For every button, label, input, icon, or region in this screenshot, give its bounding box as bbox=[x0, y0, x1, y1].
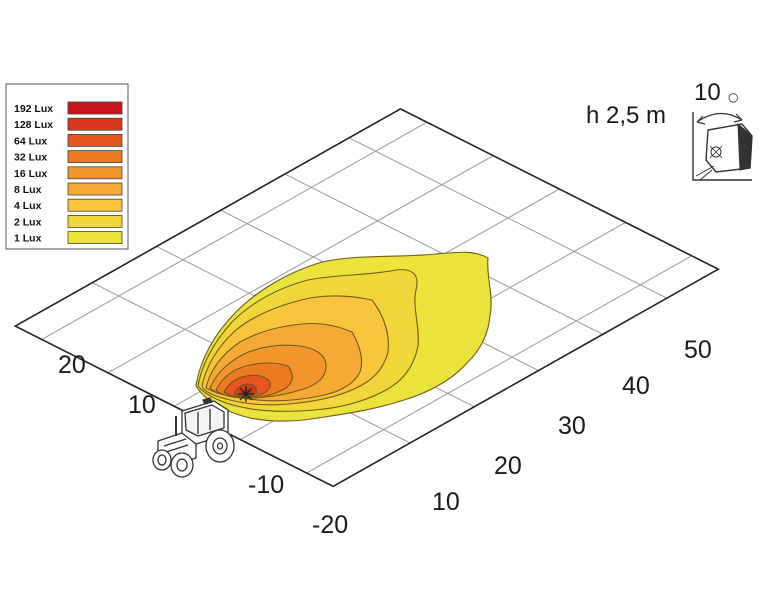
legend-item: 8 Lux bbox=[14, 182, 123, 196]
legend-label: 1 Lux bbox=[14, 233, 42, 245]
grid-border bbox=[13, 107, 720, 488]
light-source-icon bbox=[238, 386, 254, 402]
lateral-tick-minus-10: -10 bbox=[248, 471, 284, 499]
illuminance-contours bbox=[195, 251, 492, 422]
legend-swatch bbox=[67, 214, 123, 228]
legend-item: 64 Lux bbox=[14, 133, 123, 147]
legend-item: 4 Lux bbox=[14, 198, 123, 212]
legend-label: 4 Lux bbox=[14, 200, 42, 212]
legend-item: 16 Lux bbox=[14, 166, 123, 180]
legend-swatch bbox=[67, 150, 123, 164]
legend: 192 Lux 128 Lux 64 Lux 32 Lux 16 Lux 8 Lux 4 L… bbox=[5, 83, 129, 250]
forward-tick-30: 30 bbox=[558, 412, 586, 440]
legend-swatch bbox=[67, 117, 123, 131]
legend-label: 192 Lux bbox=[14, 103, 53, 115]
forward-tick-50: 50 bbox=[684, 336, 712, 364]
mounting-inset: h 2,5 m 10 ○ bbox=[586, 79, 753, 181]
legend-swatch bbox=[67, 198, 123, 212]
grid-line-lateral bbox=[306, 255, 693, 474]
grid-line-lateral bbox=[41, 121, 428, 340]
tractor-icon bbox=[152, 397, 235, 478]
legend-swatch bbox=[67, 133, 123, 147]
legend-swatch bbox=[67, 231, 123, 245]
degree-icon: ○ bbox=[728, 90, 738, 104]
lateral-tick-10: 10 bbox=[128, 391, 156, 419]
legend-label: 32 Lux bbox=[14, 152, 47, 164]
forward-tick-20: 20 bbox=[494, 452, 522, 480]
lateral-tick-20: 20 bbox=[58, 351, 86, 379]
tilt-angle-label: 10 bbox=[694, 79, 721, 106]
mount-bracket-icon bbox=[692, 112, 752, 181]
legend-swatch bbox=[67, 166, 123, 180]
forward-tick-40: 40 bbox=[622, 372, 650, 400]
legend-label: 16 Lux bbox=[14, 168, 47, 180]
work-lamp-icon bbox=[695, 122, 753, 181]
legend-swatch bbox=[67, 182, 123, 196]
legend-item: 128 Lux bbox=[14, 117, 123, 131]
legend-item: 2 Lux bbox=[14, 214, 123, 228]
legend-label: 8 Lux bbox=[14, 184, 42, 196]
grid-line-lateral bbox=[107, 155, 494, 374]
legend-label: 128 Lux bbox=[14, 119, 53, 131]
forward-tick-10: 10 bbox=[432, 488, 460, 516]
legend-item: 32 Lux bbox=[14, 150, 123, 164]
mounting-height-label: h 2,5 m bbox=[586, 102, 666, 129]
legend-label: 64 Lux bbox=[14, 135, 47, 147]
legend-label: 2 Lux bbox=[14, 216, 42, 228]
legend-item: 1 Lux bbox=[14, 231, 123, 245]
legend-item: 192 Lux bbox=[14, 101, 123, 115]
legend-swatch bbox=[67, 101, 123, 115]
lateral-tick-minus-20: -20 bbox=[312, 511, 348, 539]
